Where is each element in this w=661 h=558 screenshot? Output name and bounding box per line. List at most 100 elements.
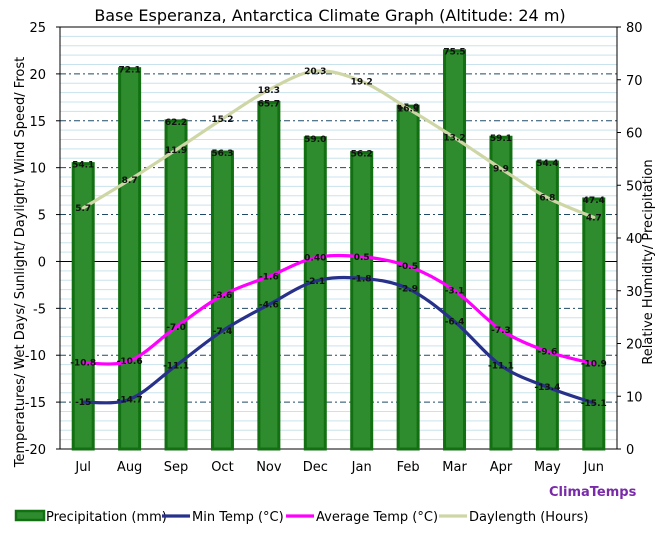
y-left-tick-label: -15 xyxy=(25,396,46,411)
average-temp-value-label: -10.8 xyxy=(70,359,96,369)
min-temp-value-label: -6.4 xyxy=(445,317,465,327)
average-temp-value-label: -0.5 xyxy=(398,262,418,272)
y-right-tick-label: 50 xyxy=(626,179,643,194)
precipitation-bar xyxy=(350,151,374,451)
daylength-line xyxy=(81,69,596,219)
legend-swatch xyxy=(14,509,46,522)
average-temp-value-label: -3.1 xyxy=(445,287,465,297)
y-left-tick-label: 5 xyxy=(38,209,46,224)
chart-title: Base Esperanza, Antarctica Climate Graph… xyxy=(94,6,565,25)
precipitation-value-label: 72.1 xyxy=(119,66,141,76)
precipitation-value-label: 54.1 xyxy=(72,161,94,171)
x-tick-label: Feb xyxy=(397,460,420,475)
precipitation-value-label: 56.3 xyxy=(211,149,233,159)
precipitation-value-label: 56.2 xyxy=(351,150,373,160)
precipitation-value-label: 75.5 xyxy=(443,48,465,58)
average-temp-value-label: -9.6 xyxy=(538,347,558,357)
precipitation-value-label: 54.4 xyxy=(536,159,558,169)
average-temp-value-label: -7.3 xyxy=(491,326,511,336)
x-tick-label: May xyxy=(534,460,561,475)
precipitation-bar xyxy=(443,49,467,451)
y-left-tick-label: 15 xyxy=(29,115,46,130)
min-temp-value-label: -2.9 xyxy=(398,285,418,295)
legend-precipitation: Precipitation (mm) xyxy=(14,509,167,525)
y-right-tick-label: 10 xyxy=(626,390,643,405)
y-right-tick-label: 30 xyxy=(626,285,643,300)
precipitation-bar xyxy=(535,160,559,451)
daylength-value-label: 6.8 xyxy=(539,194,555,204)
min-temp-value-label: -15 xyxy=(75,398,91,408)
daylength-value-label: 16.3 xyxy=(397,105,419,115)
x-tick-label: Nov xyxy=(256,460,282,475)
legend: Precipitation (mm) Min Temp (°C) Average T… xyxy=(14,509,588,525)
average-temp-value-label: 0.5 xyxy=(354,253,370,263)
average-temp-value-label: -1.6 xyxy=(259,272,279,282)
x-tick-label: Jul xyxy=(74,460,91,475)
precipitation-bar xyxy=(118,67,142,451)
plot-area: -20 -15 -10 -5 0 5 10 15 20 25 0 10 20 30 40 50 60 70 80 Ju… xyxy=(25,21,643,475)
precipitation-value-label: 59.0 xyxy=(304,135,326,145)
min-temp-value-label: -15.1 xyxy=(581,399,607,409)
daylength-value-label: 11.9 xyxy=(165,146,187,156)
legend-average-temp: Average Temp (°C) xyxy=(286,510,438,525)
daylength-value-label: 4.7 xyxy=(586,213,602,223)
y-right-tick-label: 0 xyxy=(626,443,634,458)
x-tick-label: Dec xyxy=(303,460,328,475)
average-temp-value-label: -7.0 xyxy=(166,323,186,333)
average-temp-value-label: 0.40 xyxy=(304,254,326,264)
y-left-tick-label: 20 xyxy=(29,68,46,83)
y-left-tick-label: -5 xyxy=(33,302,46,317)
x-tick-label: Aug xyxy=(117,460,142,475)
min-temp-value-label: -14.7 xyxy=(117,395,143,405)
min-temp-value-label: -2.1 xyxy=(305,277,325,287)
precipitation-value-label: 59.1 xyxy=(490,134,512,144)
precipitation-value-label: 47.4 xyxy=(583,196,605,206)
x-tick-label: Oct xyxy=(211,460,233,475)
x-tick-label: Sep xyxy=(164,460,189,475)
y-left-tick-label: 10 xyxy=(29,162,46,177)
precipitation-value-label: 65.7 xyxy=(258,99,280,109)
min-temp-value-label: -1.8 xyxy=(352,274,372,284)
daylength-value-label: 20.3 xyxy=(304,67,326,77)
precipitation-value-label: 62.2 xyxy=(165,118,187,128)
x-tick-label: Jan xyxy=(351,460,372,475)
legend-label: Precipitation (mm) xyxy=(46,510,167,525)
average-temp-value-label: -3.6 xyxy=(213,291,233,301)
y-right-tick-label: 80 xyxy=(626,21,643,36)
min-temp-value-label: -13.4 xyxy=(534,383,560,393)
precipitation-bar xyxy=(582,197,606,451)
y-right-tick-label: 20 xyxy=(626,338,643,353)
precipitation-bar xyxy=(489,135,513,451)
daylength-value-label: 9.9 xyxy=(493,165,509,175)
y-left-tick-label: 0 xyxy=(38,255,46,270)
average-temp-line xyxy=(81,253,596,366)
x-tick-label: Apr xyxy=(490,460,513,475)
daylength-value-label: 19.2 xyxy=(351,77,373,87)
min-temp-value-label: -7.4 xyxy=(213,327,233,337)
precipitation-bar xyxy=(71,162,95,451)
legend-label: Daylength (Hours) xyxy=(469,510,588,525)
y-left-tick-label: -10 xyxy=(25,349,46,364)
min-temp-value-label: -4.6 xyxy=(259,301,279,311)
y-right-tick-label: 40 xyxy=(626,232,643,247)
x-tick-label: Jun xyxy=(583,460,604,475)
y-axis-left-label: Temperatures/ Wet Days/ Sunlight/ Daylig… xyxy=(13,57,28,468)
daylength-value-label: 8.7 xyxy=(122,176,138,186)
climatemps-watermark: ClimaTemps xyxy=(549,485,637,500)
daylength-value-label: 15.2 xyxy=(211,115,233,125)
precipitation-bar xyxy=(396,104,420,451)
legend-label: Average Temp (°C) xyxy=(316,510,438,525)
precipitation-bar xyxy=(303,136,327,451)
min-temp-line xyxy=(81,275,596,405)
daylength-value-label: 13.2 xyxy=(443,134,465,144)
y-right-tick-label: 60 xyxy=(626,127,643,142)
average-temp-value-label: -10.6 xyxy=(117,357,143,367)
y-left-tick-label: -20 xyxy=(25,443,46,458)
y-right-tick-label: 70 xyxy=(626,74,643,89)
legend-label: Min Temp (°C) xyxy=(192,510,284,525)
y-left-tick-label: 25 xyxy=(29,21,46,36)
precipitation-bar xyxy=(164,119,188,451)
daylength-value-label: 5.7 xyxy=(75,204,91,214)
legend-daylength: Daylength (Hours) xyxy=(439,510,588,525)
